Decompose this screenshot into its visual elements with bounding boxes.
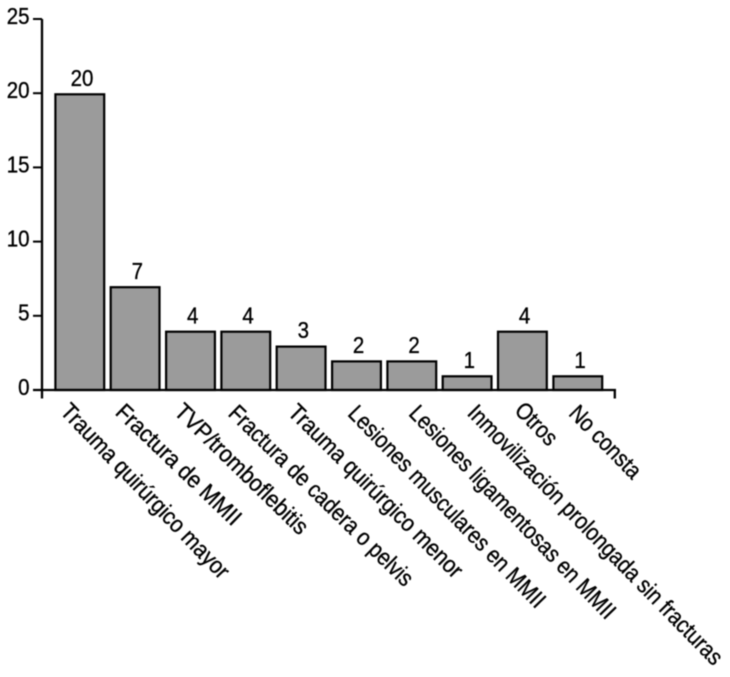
svg-text:3: 3: [298, 317, 309, 344]
svg-text:2: 2: [408, 332, 419, 359]
svg-text:5: 5: [18, 299, 29, 326]
svg-text:10: 10: [7, 225, 30, 252]
svg-text:0: 0: [18, 374, 29, 401]
svg-text:15: 15: [7, 151, 30, 178]
svg-text:7: 7: [132, 257, 143, 284]
svg-text:2: 2: [353, 332, 364, 359]
svg-text:20: 20: [7, 77, 30, 104]
svg-text:4: 4: [187, 302, 198, 329]
svg-text:25: 25: [7, 3, 30, 30]
svg-text:1: 1: [464, 347, 475, 374]
svg-text:20: 20: [71, 65, 94, 92]
svg-text:1: 1: [574, 347, 585, 374]
svg-text:4: 4: [519, 302, 530, 329]
svg-text:4: 4: [242, 302, 253, 329]
